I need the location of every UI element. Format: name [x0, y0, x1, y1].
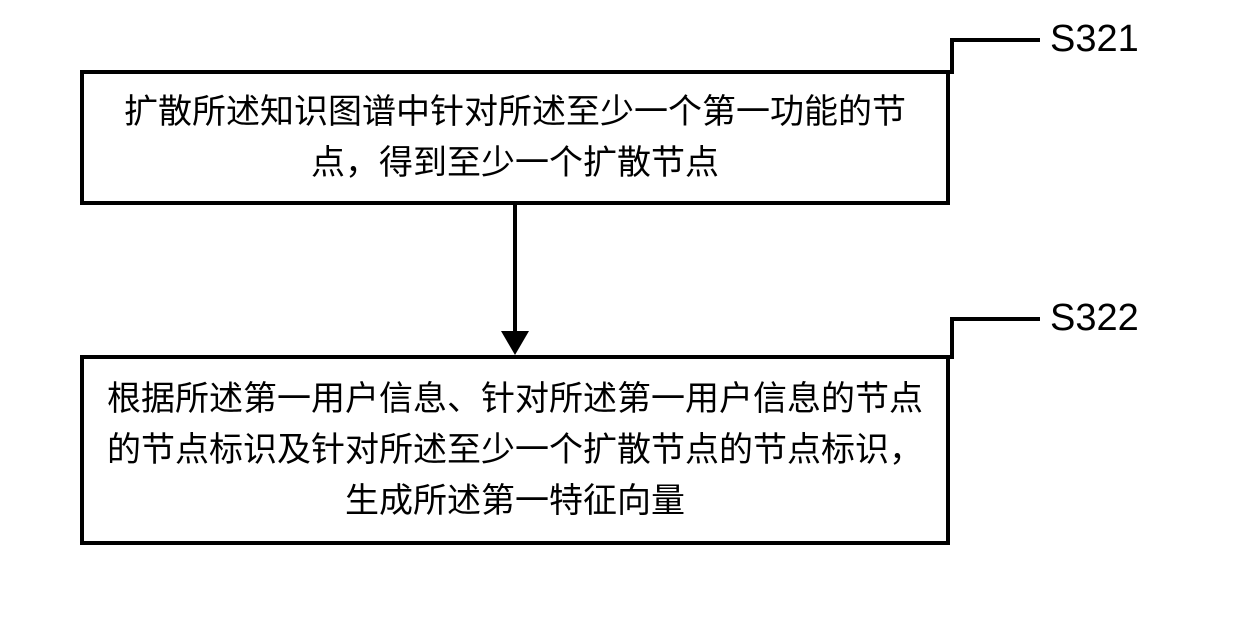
flowchart-diagram: 扩散所述知识图谱中针对所述至少一个第一功能的节点，得到至少一个扩散节点 S321…: [50, 30, 1190, 600]
label-connector-v: [950, 317, 954, 359]
label-connector-v: [950, 38, 954, 74]
step-label-s322: S322: [1050, 297, 1139, 340]
step-text: 根据所述第一用户信息、针对所述第一用户信息的节点的节点标识及针对所述至少一个扩散…: [104, 374, 926, 527]
edge-line: [513, 205, 517, 333]
step-text: 扩散所述知识图谱中针对所述至少一个第一功能的节点，得到至少一个扩散节点: [104, 87, 926, 189]
step-box-s322: 根据所述第一用户信息、针对所述第一用户信息的节点的节点标识及针对所述至少一个扩散…: [80, 355, 950, 545]
step-box-s321: 扩散所述知识图谱中针对所述至少一个第一功能的节点，得到至少一个扩散节点: [80, 70, 950, 205]
label-connector-h: [950, 317, 1040, 321]
edge-arrowhead: [501, 331, 529, 355]
label-connector-h: [950, 38, 1040, 42]
step-label-s321: S321: [1050, 18, 1139, 61]
